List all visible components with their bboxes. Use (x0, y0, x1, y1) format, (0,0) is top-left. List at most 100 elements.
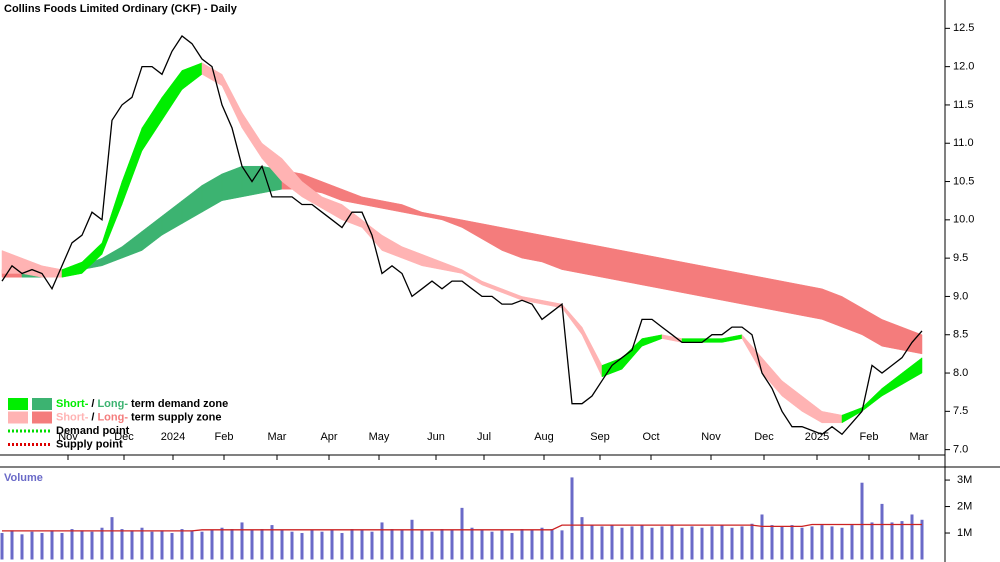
x-tick-label: Sep (590, 431, 610, 443)
volume-bar (610, 525, 614, 560)
short-zone-segment (901, 357, 923, 385)
x-tick-label: Nov (58, 431, 78, 443)
volume-bar (330, 530, 334, 560)
volume-bar (410, 519, 414, 560)
y-tick-label: 12.5 (953, 22, 974, 34)
volume-bar (920, 519, 924, 560)
volume-bar (760, 514, 764, 560)
volume-bar (280, 530, 284, 560)
y-tick-label: 9.5 (953, 252, 968, 264)
long-zone-segment (721, 269, 743, 305)
volume-bar (540, 527, 544, 560)
x-tick-label: Nov (701, 431, 721, 443)
volume-bar (750, 523, 754, 560)
long-zone-segment (641, 254, 663, 290)
volume-bar (450, 530, 454, 560)
volume-bar (70, 529, 74, 560)
volume-bar (310, 530, 314, 560)
chart-title: Collins Foods Limited Ordinary (CKF) - D… (4, 3, 238, 15)
volume-bar (740, 526, 744, 560)
legend-swatch (8, 411, 28, 424)
volume-bar (340, 533, 344, 560)
y-tick-label: 9.0 (953, 290, 968, 302)
volume-bar (670, 525, 674, 560)
volume-bar (140, 527, 144, 560)
volume-bar (900, 521, 904, 560)
volume-bar (230, 529, 234, 560)
x-tick-label: Jun (427, 431, 445, 443)
volume-bar (800, 527, 804, 560)
volume-bar (220, 527, 224, 560)
volume-bar (820, 525, 824, 560)
volume-bar (290, 531, 294, 560)
y-tick-label: 12.0 (953, 61, 974, 73)
volume-bar (510, 533, 514, 560)
volume-bar (770, 525, 774, 560)
long-zone-segment (601, 246, 623, 282)
volume-bar (300, 533, 304, 560)
volume-bar (640, 525, 644, 560)
x-tick-label: Oct (642, 431, 659, 443)
volume-bar (570, 477, 574, 560)
volume-bar (160, 530, 164, 560)
long-zone-segment (661, 257, 683, 293)
legend-swatch (32, 398, 52, 410)
volume-bar (210, 530, 214, 560)
volume-bar (870, 522, 874, 560)
volume-bar (470, 527, 474, 560)
volume-bar (530, 530, 534, 560)
legend-label-part: term supply zone (131, 411, 221, 423)
volume-bar (630, 526, 634, 560)
legend-label-part: Short- (56, 411, 89, 423)
volume-bar (580, 517, 584, 560)
volume-bar (490, 531, 494, 560)
y-tick-label: 7.0 (953, 444, 968, 456)
x-tick-label: Mar (910, 431, 929, 443)
long-zone-segment (781, 280, 803, 316)
x-tick-label: 2024 (161, 431, 185, 443)
volume-bar (20, 534, 24, 560)
x-tick-label: Dec (754, 431, 774, 443)
y-tick-label: 8.5 (953, 329, 968, 341)
legend-swatch (32, 411, 52, 424)
volume-bar (190, 530, 194, 560)
y-tick-label: 11.5 (953, 99, 974, 111)
volume-bar (350, 529, 354, 560)
volume-bar (270, 525, 274, 560)
volume-bar (100, 527, 104, 560)
volume-bar (550, 529, 554, 560)
volume-bar (650, 527, 654, 560)
volume-bar (50, 530, 54, 560)
volume-bar (840, 527, 844, 560)
volume-bar (560, 530, 564, 560)
volume-bar (680, 527, 684, 560)
volume-bar (880, 503, 884, 560)
volume-y-tick-label: 2M (957, 500, 972, 512)
volume-bar (420, 530, 424, 560)
volume-bar (860, 482, 864, 560)
long-zone-segment (581, 242, 603, 278)
y-tick-label: 11.0 (953, 137, 974, 149)
x-tick-label: Feb (860, 431, 879, 443)
x-tick-label: Jul (477, 431, 491, 443)
long-zone-segment (761, 276, 783, 313)
volume-bar (700, 527, 704, 560)
volume-bar (830, 526, 834, 560)
volume-bar (380, 522, 384, 560)
volume-bar (390, 529, 394, 560)
legend-label: Demand point (56, 425, 130, 437)
legend-label: Short- / Long-term demand zone (56, 398, 228, 410)
volume-bar (790, 525, 794, 560)
legend-swatch (8, 398, 28, 410)
volume-bar (660, 526, 664, 560)
volume-bar (130, 530, 134, 560)
volume-bar (460, 507, 464, 560)
long-zone-segment (901, 326, 923, 355)
x-tick-label: Aug (534, 431, 554, 443)
volume-bar (0, 533, 4, 560)
volume-bar (620, 527, 624, 560)
volume-bar (720, 525, 724, 560)
legend-label-part: Supply point (56, 438, 123, 450)
volume-bar (710, 526, 714, 560)
